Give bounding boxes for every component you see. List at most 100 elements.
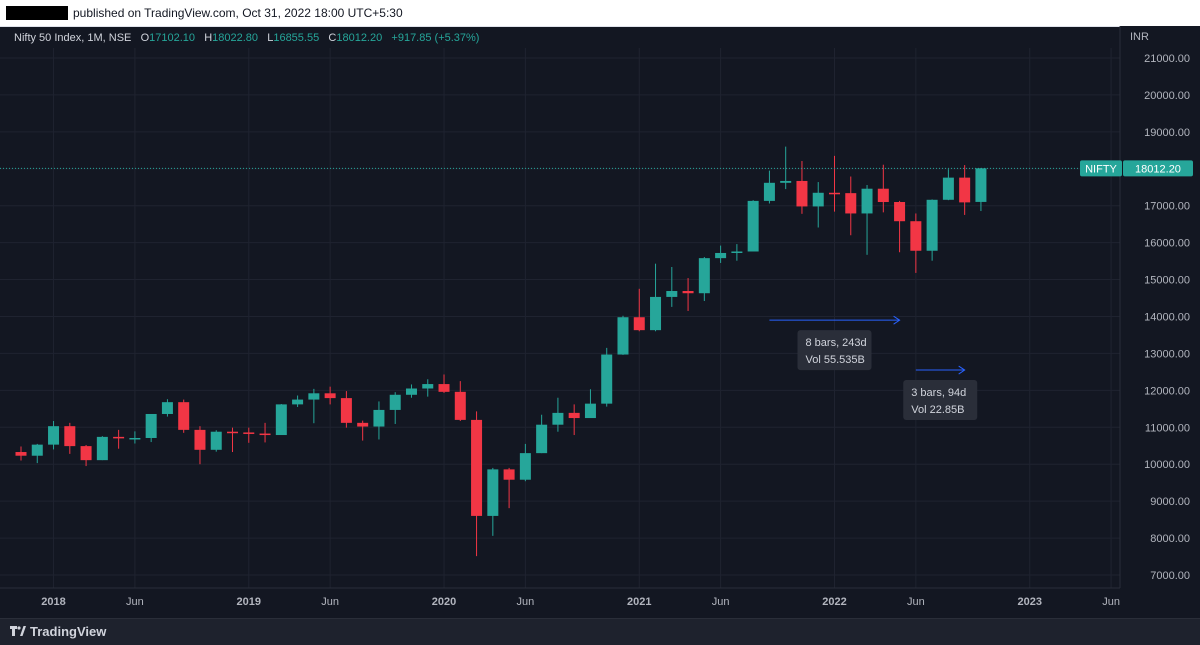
candle [129,431,141,444]
candle-body [926,199,938,251]
candle-body [292,399,304,405]
candle [975,167,987,212]
candle [113,429,125,449]
candle-body [48,426,60,445]
candle-body [633,317,645,331]
candle [568,404,580,436]
candle-body [763,182,775,201]
y-tick-label: 17000.00 [1144,201,1190,213]
candle-body [129,437,141,440]
candle [877,164,889,213]
candle-body [373,409,385,427]
candle-body [340,398,352,423]
candle [845,176,857,236]
candle-body [747,200,759,252]
candle [584,389,596,419]
x-tick-label: 2022 [822,596,846,608]
candle-body [178,402,190,430]
chart-axes: INR 7000.00 8000.00 9000.00 10000.00 11000.00… [0,26,1200,618]
candle [324,386,336,405]
candle [894,200,906,253]
candle [357,420,369,441]
candle [243,427,255,443]
candle [487,467,499,536]
candle [471,411,483,557]
candle [259,422,271,443]
published-text: published on TradingView.com, Oct 31, 20… [73,6,403,20]
candle-body [161,402,173,414]
candle-body [194,429,206,450]
candle-body [31,444,43,456]
candle [796,161,808,214]
candle [666,267,678,307]
candle [64,422,76,454]
candle-body [877,188,889,203]
candle-body [243,432,255,434]
candle-body [15,452,27,456]
y-tick-label: 8000.00 [1150,533,1190,545]
candle [812,182,824,228]
candle-body [894,202,906,222]
candle-body [324,393,336,399]
y-tick-label: 21000.00 [1144,53,1190,65]
candle-body [910,221,922,251]
candle [601,347,613,407]
price-tag-value-bg [1123,160,1193,177]
measure-arrowhead [893,315,901,325]
candle [926,199,938,261]
candle-body [454,391,466,420]
y-tick-label: 13000.00 [1144,348,1190,360]
x-tick-label: 2020 [432,596,456,608]
candle-body [519,453,531,480]
y-tick-label: 14000.00 [1144,311,1190,323]
candle-body [845,193,857,214]
candle [633,288,645,332]
candle-body [601,354,613,404]
y-tick-label: 20000.00 [1144,90,1190,102]
price-tag-value: 18012.20 [1135,163,1181,175]
candle-body [650,296,662,331]
legend-symbol: Nifty 50 Index, 1M, NSE [14,32,132,44]
price-chart[interactable]: 8 bars, 243d Vol 55.535B 3 bars, 94d Vol 22… [0,26,1200,618]
measure-vol-text: Vol 55.535B [806,354,865,366]
candle [227,427,239,453]
candle-body [666,291,678,297]
y-tick-label: 7000.00 [1150,570,1190,582]
candle-body [357,422,369,427]
legend-close-value: 18012.20 [336,32,383,44]
y-tick-label: 12000.00 [1144,385,1190,397]
candle [48,421,60,450]
candle-body [975,168,987,202]
y-tick-label: 19000.00 [1144,127,1190,139]
candle [715,245,727,263]
candle [389,392,401,424]
candle-body [438,384,450,392]
y-tick-label: 15000.00 [1144,275,1190,287]
candle [617,315,629,355]
x-tick-label: Jun [126,596,144,608]
candles [15,146,987,557]
candle [422,379,434,397]
candle-body [796,180,808,207]
candle [959,165,971,215]
candle-body [715,252,727,259]
chart-overlay: 8 bars, 243d Vol 55.535B 3 bars, 94d Vol 22… [0,167,1120,421]
candle [698,257,710,301]
candle-body [503,469,515,480]
x-tick-label: 2023 [1017,596,1041,608]
measure-bars-text: 8 bars, 243d [806,337,867,349]
price-axis-bg [1120,26,1200,618]
legend-high-label: H [204,32,213,44]
candle [340,391,352,428]
x-tick-label: 2018 [41,596,65,608]
candle [292,395,304,407]
y-tick-label: 10000.00 [1144,459,1190,471]
measure-vol-text: Vol 22.85B [911,404,964,416]
candle-body [389,394,401,410]
candle [519,443,531,482]
candle-body [471,419,483,516]
candle [763,170,775,204]
candle-body [259,433,271,436]
candle-body [210,431,222,450]
candle [747,200,759,252]
